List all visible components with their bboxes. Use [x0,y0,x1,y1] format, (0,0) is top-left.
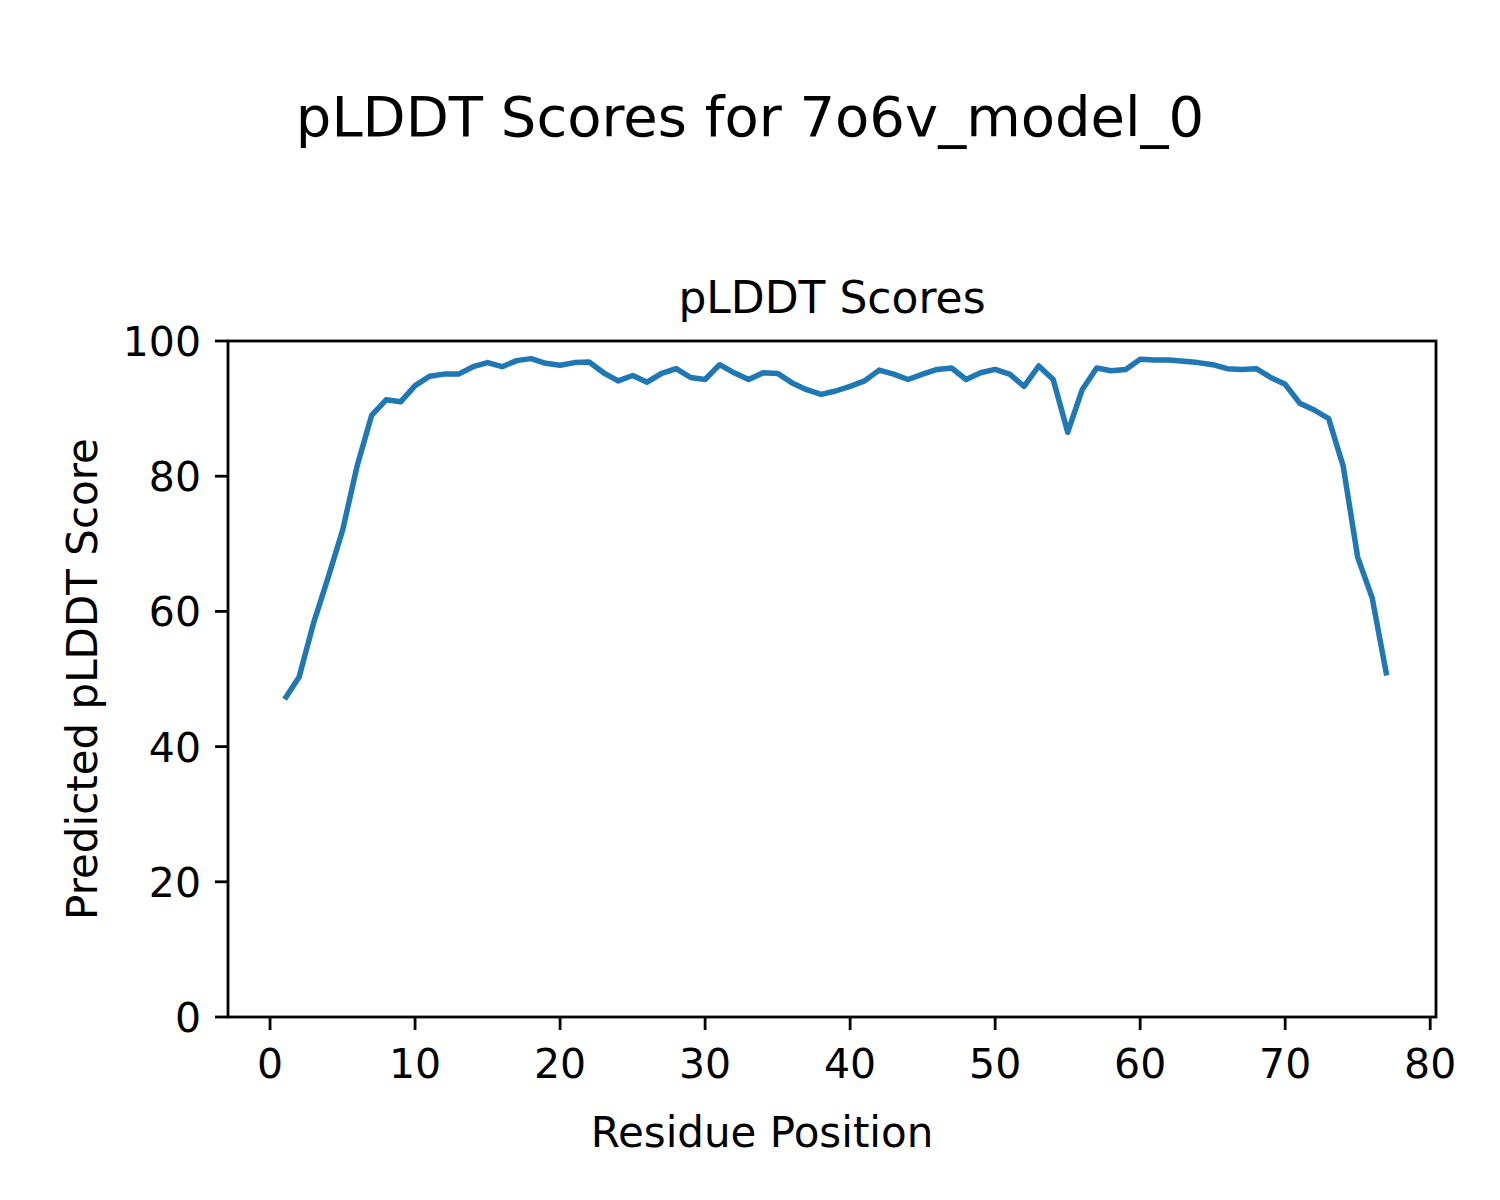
plddt-score-line [285,359,1387,700]
y-tick-label: 60 [149,588,201,636]
x-tick-label: 70 [1259,1040,1311,1088]
y-tick-label: 40 [149,724,201,772]
x-tick-label: 0 [257,1040,283,1088]
y-tick-label: 80 [149,453,201,501]
x-tick-label: 10 [389,1040,441,1088]
x-tick-label: 30 [679,1040,731,1088]
x-tick-label: 40 [824,1040,876,1088]
line-chart-plot-area: 0 10 20 30 40 50 60 70 80 0 20 40 60 80 100 [0,0,1500,1200]
figure-container: pLDDT Scores for 7o6v_model_0 pLDDT Scor… [0,0,1500,1200]
y-tick-label: 0 [175,994,201,1042]
x-tick-label: 80 [1404,1040,1456,1088]
x-tick-label: 50 [969,1040,1021,1088]
y-tick-label: 100 [123,318,201,366]
y-tick-label: 20 [149,859,201,907]
plot-frame [228,341,1436,1017]
x-tick-label: 20 [534,1040,586,1088]
x-tick-label: 60 [1114,1040,1166,1088]
